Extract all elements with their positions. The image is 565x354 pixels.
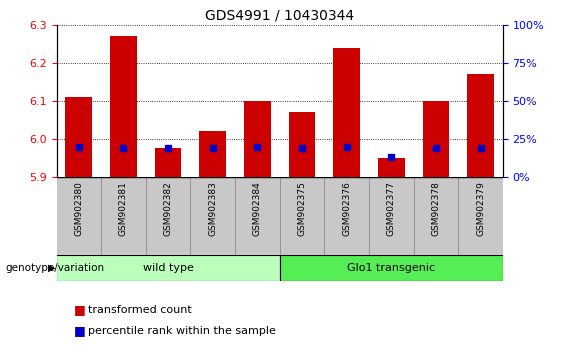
Text: GSM902384: GSM902384 (253, 181, 262, 236)
Bar (324, 177, 369, 255)
Text: GSM902383: GSM902383 (208, 181, 217, 236)
Bar (56, 255, 280, 281)
Bar (244, 101, 271, 177)
Text: GSM902382: GSM902382 (164, 181, 172, 236)
Bar (101, 177, 146, 255)
Bar (280, 255, 503, 281)
Bar (369, 177, 414, 255)
Bar (289, 112, 315, 177)
Text: GSM902379: GSM902379 (476, 181, 485, 236)
Text: GSM902377: GSM902377 (387, 181, 396, 236)
Bar (199, 131, 226, 177)
Text: GSM902375: GSM902375 (298, 181, 306, 236)
Bar (66, 97, 92, 177)
Text: Glo1 transgenic: Glo1 transgenic (347, 263, 435, 273)
Bar (56, 177, 101, 255)
Text: GSM902378: GSM902378 (432, 181, 440, 236)
Bar (280, 177, 324, 255)
Bar (110, 36, 137, 177)
Bar (155, 148, 181, 177)
Text: ▶: ▶ (48, 263, 55, 273)
Bar (423, 101, 449, 177)
Bar (190, 177, 235, 255)
Bar (146, 177, 190, 255)
Text: transformed count: transformed count (88, 305, 192, 315)
Text: wild type: wild type (142, 263, 194, 273)
Text: percentile rank within the sample: percentile rank within the sample (88, 326, 276, 336)
Text: GSM902376: GSM902376 (342, 181, 351, 236)
Bar (333, 47, 360, 177)
Text: GSM902381: GSM902381 (119, 181, 128, 236)
Bar (458, 177, 503, 255)
Text: GSM902380: GSM902380 (75, 181, 83, 236)
Text: ■: ■ (73, 303, 85, 316)
Text: ■: ■ (73, 325, 85, 337)
Bar (235, 177, 280, 255)
Bar (414, 177, 458, 255)
Text: genotype/variation: genotype/variation (6, 263, 105, 273)
Bar (378, 158, 405, 177)
Bar (467, 74, 494, 177)
Title: GDS4991 / 10430344: GDS4991 / 10430344 (205, 8, 354, 22)
